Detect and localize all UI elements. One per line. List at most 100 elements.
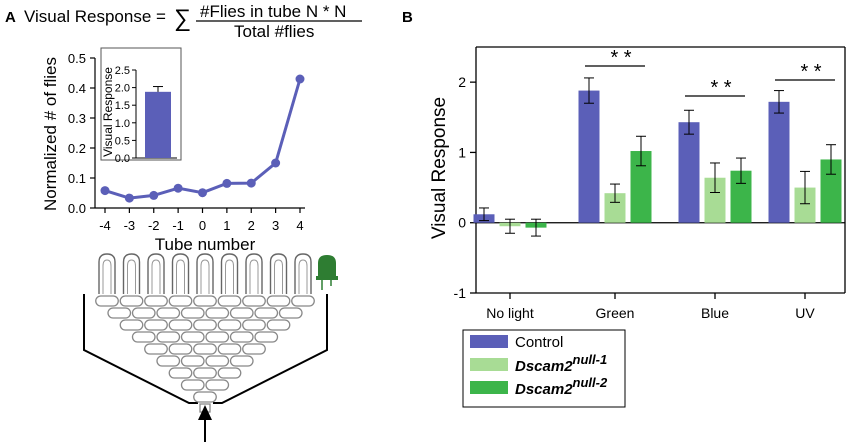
x-axis-title: Tube number — [155, 235, 256, 254]
tube-inner — [127, 259, 136, 294]
panel-a-label: A — [5, 9, 16, 26]
data-point — [149, 190, 159, 200]
y-tick-label: 0.1 — [68, 171, 86, 186]
y-axis-title: Visual Response — [429, 97, 450, 239]
maze-cell — [266, 295, 291, 307]
inset-y-tick-label: 2.5 — [115, 65, 130, 77]
maze-cell — [144, 343, 168, 355]
maze-cell — [217, 367, 242, 379]
maze-cell — [156, 355, 181, 367]
legend-label: Dscam2null-2 — [515, 375, 608, 398]
data-point — [246, 178, 256, 188]
maze-cell — [242, 319, 266, 331]
bar-0-2 — [678, 122, 700, 223]
maze-cell — [144, 295, 168, 307]
tube-inner — [274, 259, 283, 294]
maze-cell — [168, 343, 193, 355]
tube-inner — [225, 259, 234, 294]
maze-cell — [168, 367, 193, 379]
inset-y-tick-label: 1.5 — [115, 100, 130, 112]
maze-cell — [193, 343, 217, 355]
maze-cell — [180, 379, 205, 391]
formula-lhs: Visual Response = — [24, 7, 166, 26]
legend-label: Control — [515, 334, 563, 351]
maze-cell — [254, 307, 279, 319]
maze-cell — [156, 307, 181, 319]
bar-1-2 — [704, 177, 726, 223]
inset-y-tick-label: 2.0 — [115, 83, 130, 95]
significance-stars: * * — [710, 77, 731, 99]
legend-swatch — [470, 381, 508, 394]
maze-cell — [168, 295, 193, 307]
legend-swatch — [470, 335, 508, 348]
sum-symbol: ∑ — [174, 5, 191, 32]
x-tick-label: -4 — [99, 218, 111, 233]
bar-1-3 — [794, 187, 816, 223]
x-tick-label: Blue — [701, 305, 729, 321]
maze-cell — [242, 295, 266, 307]
x-tick-label: UV — [795, 305, 815, 321]
maze-cell — [119, 319, 144, 331]
y-axis-title: Normalized # of flies — [41, 57, 60, 211]
y-tick-label: 1 — [458, 144, 466, 160]
x-tick-label: -2 — [148, 218, 160, 233]
normalized-flies-chart: 0.0 0.1 0.2 0.3 0.4 0.5 -4 -3 -2 -1 0 1 2 3 4 Normali… — [41, 51, 305, 254]
bar-1-1 — [604, 193, 626, 223]
data-point — [124, 193, 134, 203]
tube-inner — [102, 259, 112, 294]
bar-2-1 — [630, 151, 652, 223]
tube-inner — [151, 259, 161, 294]
maze-cell — [217, 319, 242, 331]
data-point — [198, 188, 207, 198]
maze-cell — [205, 379, 230, 391]
maze-cell — [217, 295, 242, 307]
inset-y-tick-label: 0.0 — [115, 153, 130, 165]
maze-cell — [193, 391, 217, 403]
maze-cell — [180, 331, 205, 343]
legend-swatch — [470, 358, 508, 371]
data-point — [100, 186, 110, 196]
maze-cell — [180, 307, 205, 319]
maze-cell — [131, 331, 156, 343]
tube-inner — [200, 259, 210, 294]
light-emitting-diode-icon — [316, 255, 338, 290]
maze-cell — [144, 319, 168, 331]
bar-2-3 — [820, 159, 842, 223]
apparatus-frame — [83, 294, 328, 404]
maze-cell — [278, 307, 303, 319]
maze-cell — [156, 331, 181, 343]
x-tick-label: 4 — [296, 218, 303, 233]
data-point — [271, 158, 281, 168]
bar-0-1 — [578, 90, 600, 223]
maze-cell — [205, 307, 230, 319]
inset-y-tick-label: 1.0 — [115, 118, 130, 130]
y-tick-label: 0.4 — [68, 81, 86, 96]
maze-cell — [193, 319, 217, 331]
tube-inner — [298, 259, 308, 294]
x-tick-label: 3 — [272, 218, 279, 233]
maze-cell — [168, 319, 193, 331]
maze-cell — [193, 367, 217, 379]
inset-bar — [145, 91, 171, 158]
x-tick-label: 0 — [199, 218, 206, 233]
significance-stars: * * — [800, 61, 821, 83]
x-tick-label: No light — [486, 305, 534, 321]
up-arrow-icon — [198, 405, 212, 442]
data-point — [173, 183, 183, 193]
maze-cell — [180, 355, 205, 367]
maze-cell — [217, 343, 242, 355]
x-tick-label: -3 — [124, 218, 136, 233]
y-tick-label: 0.0 — [68, 201, 86, 216]
inset-bar-chart: 0.0 0.5 1.0 1.5 2.0 2.5 Visual Response — [100, 47, 182, 165]
maze-cell — [291, 295, 315, 307]
visual-response-bar-chart: -1 0 1 2 No light Green Blue UV * * * * * * Visu… — [429, 46, 846, 321]
maze-cell — [266, 319, 291, 331]
y-tick-label: 0 — [458, 215, 466, 231]
bar-2-2 — [730, 170, 752, 223]
inset-y-axis-title: Visual Response — [101, 67, 115, 157]
y-tick-label: 0.3 — [68, 111, 86, 126]
y-tick-label: 2 — [458, 74, 466, 90]
inset-y-tick-label: 0.5 — [115, 135, 130, 147]
maze-cell — [119, 295, 144, 307]
formula-numerator: #Flies in tube N * N — [200, 2, 346, 21]
